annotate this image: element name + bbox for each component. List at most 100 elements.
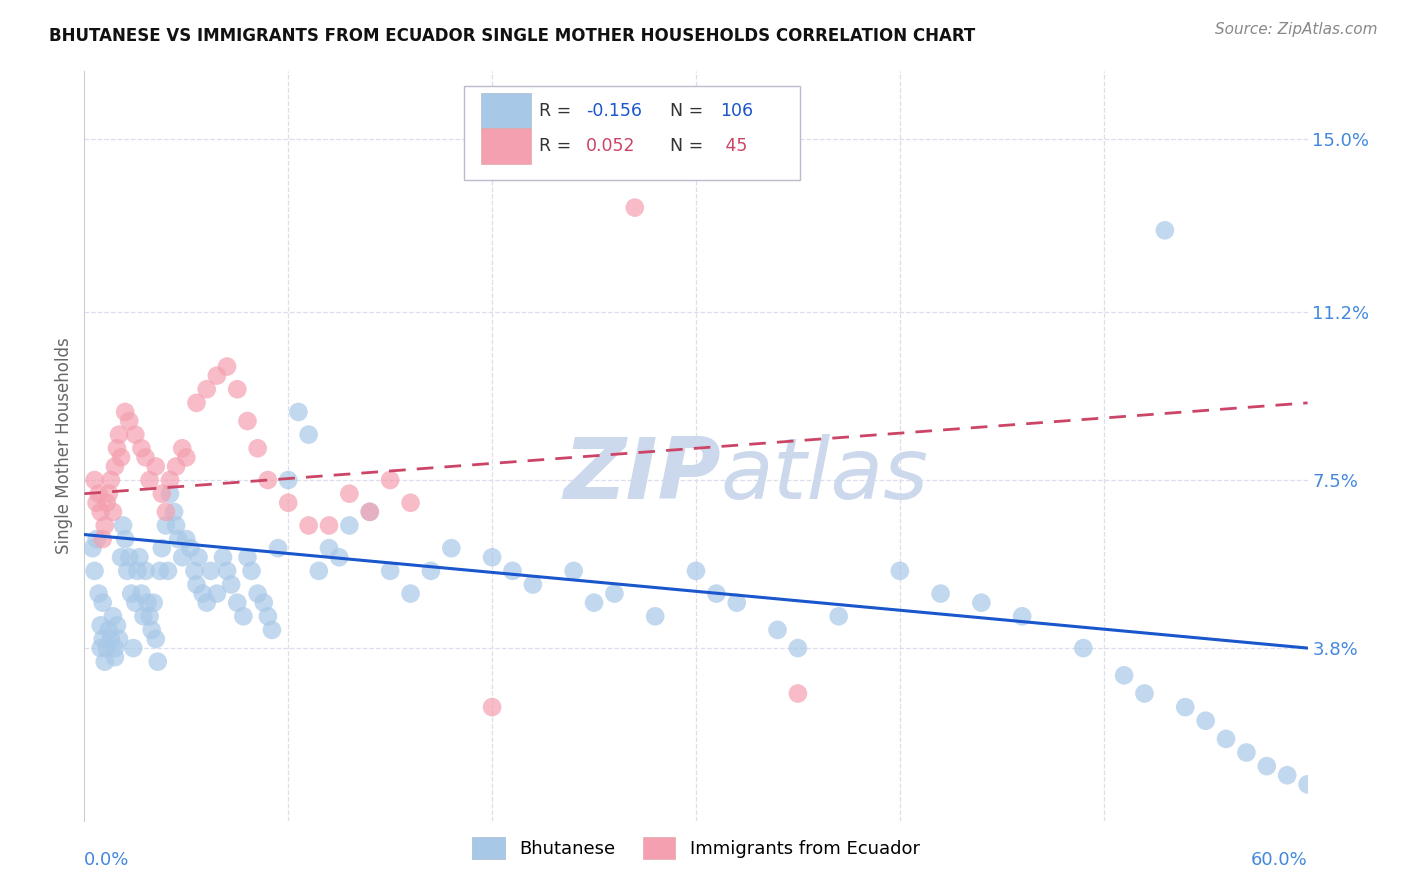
Point [141, 623, 163, 637]
Point [1154, 223, 1177, 237]
Point [87, 586, 110, 600]
Point [236, 550, 259, 565]
Point [90, 618, 112, 632]
Text: 45: 45 [720, 137, 748, 155]
Point [91, 532, 114, 546]
Point [240, 564, 263, 578]
Point [236, 414, 259, 428]
Point [112, 518, 135, 533]
Point [131, 586, 153, 600]
Point [339, 486, 361, 500]
Point [146, 655, 169, 669]
Point [267, 541, 290, 556]
Point [183, 564, 205, 578]
Point [787, 686, 810, 700]
Point [118, 550, 141, 565]
Text: 106: 106 [720, 102, 754, 120]
Point [128, 550, 150, 565]
Text: N =: N = [659, 137, 709, 155]
Point [318, 541, 340, 556]
Point [246, 442, 269, 456]
Point [132, 609, 155, 624]
Point [120, 586, 142, 600]
Text: 0.052: 0.052 [586, 137, 636, 155]
Point [889, 564, 911, 578]
Point [298, 518, 321, 533]
Text: R =: R = [540, 137, 576, 155]
Point [1114, 668, 1136, 682]
Text: atlas: atlas [720, 434, 928, 517]
Point [195, 596, 218, 610]
Point [929, 586, 952, 600]
Point [96, 496, 118, 510]
Point [96, 641, 118, 656]
Y-axis label: Single Mother Households: Single Mother Households [55, 338, 73, 554]
Point [90, 505, 112, 519]
Point [603, 586, 626, 600]
Point [97, 486, 120, 500]
Point [124, 427, 146, 442]
Point [97, 623, 120, 637]
Point [399, 586, 422, 600]
Text: R =: R = [540, 102, 576, 120]
Point [359, 505, 381, 519]
Point [138, 473, 160, 487]
Point [287, 405, 309, 419]
Point [257, 609, 280, 624]
Point [174, 532, 197, 546]
Point [108, 427, 131, 442]
Point [219, 577, 242, 591]
Point [93, 655, 115, 669]
Point [440, 541, 463, 556]
Point [970, 596, 993, 610]
Text: 0.0%: 0.0% [84, 851, 129, 869]
Point [163, 505, 186, 519]
Point [150, 486, 173, 500]
Point [328, 550, 350, 565]
Point [583, 596, 606, 610]
Point [104, 650, 127, 665]
Point [1277, 768, 1299, 782]
FancyBboxPatch shape [481, 93, 531, 129]
Point [277, 496, 299, 510]
Point [86, 532, 108, 546]
Point [399, 496, 422, 510]
Point [1133, 686, 1156, 700]
Point [217, 564, 239, 578]
Point [91, 596, 114, 610]
Point [105, 442, 128, 456]
Point [644, 609, 666, 624]
Point [253, 596, 276, 610]
Point [212, 550, 235, 565]
Point [145, 632, 167, 646]
Point [380, 564, 402, 578]
Point [159, 473, 181, 487]
Point [186, 577, 208, 591]
Point [624, 201, 647, 215]
Point [136, 596, 159, 610]
Point [100, 632, 122, 646]
Point [114, 532, 136, 546]
Point [122, 641, 145, 656]
Point [226, 596, 249, 610]
Point [167, 532, 190, 546]
Point [706, 586, 728, 600]
Point [522, 577, 544, 591]
Point [308, 564, 330, 578]
Point [685, 564, 707, 578]
Point [246, 586, 269, 600]
Point [260, 623, 283, 637]
Point [165, 518, 187, 533]
Point [217, 359, 239, 374]
Point [1011, 609, 1033, 624]
Point [339, 518, 361, 533]
Point [257, 473, 280, 487]
Point [277, 473, 299, 487]
Point [380, 473, 402, 487]
Point [179, 541, 201, 556]
Text: ZIP: ZIP [562, 434, 720, 517]
Point [165, 459, 187, 474]
Point [187, 550, 209, 565]
Point [127, 564, 149, 578]
Point [145, 459, 167, 474]
